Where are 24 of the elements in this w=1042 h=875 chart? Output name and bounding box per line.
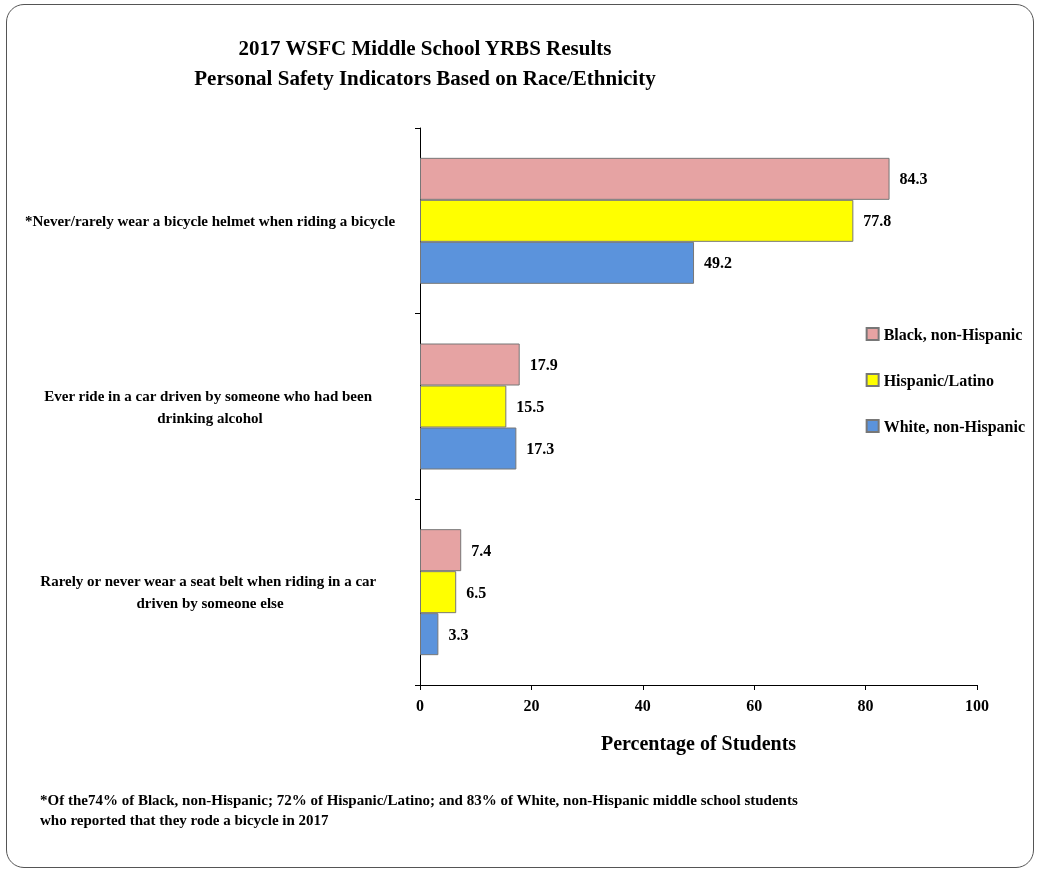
legend-label: Hispanic/Latino (883, 371, 994, 390)
legend-label: White, non-Hispanic (883, 417, 1025, 436)
y-tick-label: Ever ride in a car driven by someone who had been drinking alcohol (44, 387, 376, 426)
y-tick-label: *Never/rarely wear a bicycle helmet when riding a bicycle (24, 212, 396, 229)
data-label: 17.9 (529, 356, 558, 373)
x-tick-label: 20 (523, 696, 540, 714)
data-label: 17.3 (526, 440, 555, 457)
y-tick-label: Rarely or never wear a seat belt when riding in a car driven by someone else (40, 573, 380, 612)
data-label: 77.8 (863, 212, 892, 230)
x-axis-title: Percentage of Students (600, 732, 797, 755)
data-label: 7.4 (471, 541, 492, 559)
legend-label: Black, non-Hispanic (883, 325, 1023, 344)
x-tick-label: 100 (965, 696, 989, 714)
data-label: 15.5 (516, 398, 545, 415)
x-tick-label: 0 (416, 696, 424, 714)
x-tick-label: 60 (746, 696, 763, 714)
chart-title: 2017 WSFC Middle School YRBS Results Personal Safety Indicators Based on Race/Ethnicity (194, 36, 657, 90)
data-label: 6.5 (466, 583, 487, 601)
data-label: 84.3 (899, 170, 928, 188)
x-tick-label: 40 (634, 696, 651, 714)
data-label: 3.3 (448, 625, 469, 643)
text: *Of the74% of Black, non-Hispanic; 72% of Hispanic/Latino; and 83% of White, non-Hispanic middle school students who reported that they rode a bicycle in 2017 (40, 791, 799, 830)
x-tick-label: 80 (857, 696, 874, 714)
data-label: 49.2 (704, 254, 733, 272)
